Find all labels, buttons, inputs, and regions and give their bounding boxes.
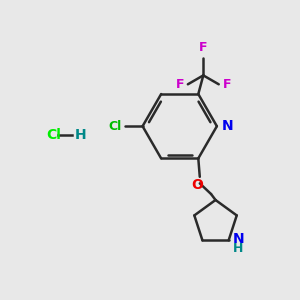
Text: F: F [223,78,231,91]
Text: Cl: Cl [46,128,61,142]
Text: H: H [233,242,244,255]
Text: F: F [176,78,184,91]
Text: Cl: Cl [109,120,122,133]
Text: N: N [221,119,233,133]
Text: H: H [74,128,86,142]
Text: F: F [199,41,208,54]
Text: N: N [233,232,245,246]
Text: O: O [191,178,203,192]
